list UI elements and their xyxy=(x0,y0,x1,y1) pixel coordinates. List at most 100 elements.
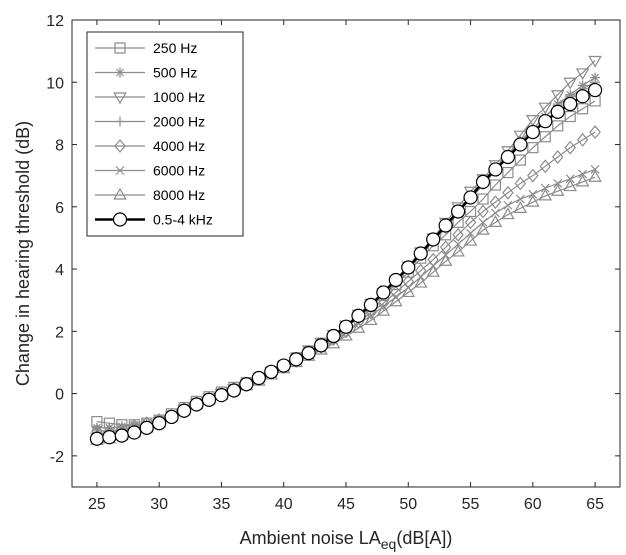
data-point xyxy=(466,228,475,238)
data-point xyxy=(540,183,550,193)
ticks-layer: 25 30 35 40 45 50 55 60 65 -2 0 2 4 6 8 10 12 xyxy=(46,13,620,513)
data-point xyxy=(526,115,540,127)
legend-label: 8000 Hz xyxy=(153,187,205,203)
data-point xyxy=(550,90,565,102)
data-point xyxy=(251,370,266,386)
series-layer xyxy=(89,55,603,446)
data-point xyxy=(264,364,279,379)
data-point xyxy=(488,215,503,227)
x-tick-label: 55 xyxy=(462,496,480,513)
x-axis-title-suffix: (dB[A]) xyxy=(396,528,452,548)
data-point xyxy=(575,68,590,81)
data-point xyxy=(553,179,563,188)
legend-marker xyxy=(115,67,125,78)
y-tick-label: 0 xyxy=(55,387,64,404)
data-point xyxy=(376,285,391,300)
data-point xyxy=(413,275,428,288)
data-point xyxy=(351,321,366,333)
y-tick-label: 12 xyxy=(46,13,64,30)
data-point xyxy=(575,89,590,104)
data-point xyxy=(539,131,551,143)
data-point xyxy=(477,193,489,205)
x-tick-label: 35 xyxy=(213,496,231,513)
y-tick-label: 4 xyxy=(55,262,64,279)
data-point xyxy=(438,254,453,266)
data-point xyxy=(538,114,553,129)
data-point xyxy=(289,352,304,367)
data-point xyxy=(514,176,527,191)
data-point xyxy=(576,132,589,147)
data-point xyxy=(577,103,589,115)
data-point xyxy=(563,179,577,192)
data-point xyxy=(326,336,341,349)
data-point xyxy=(550,104,565,119)
data-point xyxy=(515,194,525,204)
data-point xyxy=(426,264,440,277)
data-point xyxy=(525,124,540,140)
data-point xyxy=(590,165,600,174)
data-point xyxy=(363,297,379,312)
legend-marker xyxy=(115,116,125,127)
legend-marker xyxy=(115,166,125,175)
data-point xyxy=(451,244,465,257)
data-point xyxy=(527,168,539,183)
x-tick-label: 45 xyxy=(337,496,355,513)
data-point xyxy=(575,174,590,187)
data-point xyxy=(450,204,466,219)
data-point xyxy=(214,388,229,403)
data-point xyxy=(489,195,502,210)
data-point xyxy=(502,185,514,200)
data-point xyxy=(500,149,516,165)
data-point xyxy=(464,215,477,230)
data-point xyxy=(527,142,539,154)
legend-label: 250 Hz xyxy=(153,40,197,56)
data-point xyxy=(475,174,491,189)
data-point xyxy=(552,120,564,132)
data-point xyxy=(513,201,528,213)
y-tick-label: -2 xyxy=(50,449,64,466)
data-point xyxy=(502,166,514,179)
legend-marker xyxy=(114,139,126,153)
data-point xyxy=(565,174,575,184)
data-point xyxy=(501,207,515,220)
data-point xyxy=(488,162,503,177)
data-point xyxy=(564,110,576,123)
data-point xyxy=(426,232,441,247)
data-point xyxy=(164,409,179,425)
data-point xyxy=(587,82,603,98)
data-point xyxy=(563,77,577,90)
data-point xyxy=(503,200,513,210)
data-point xyxy=(453,239,463,249)
legend-label: 4000 Hz xyxy=(153,138,205,154)
data-point xyxy=(377,296,390,311)
data-point xyxy=(463,233,478,246)
data-point xyxy=(201,392,217,407)
x-axis-title: Ambient noise LAeq(dB[A]) xyxy=(240,528,453,552)
data-point xyxy=(513,137,528,152)
data-point xyxy=(588,55,602,68)
data-point xyxy=(563,96,578,112)
data-point xyxy=(439,240,452,255)
legend-label: 0.5-4 kHz xyxy=(153,212,213,228)
data-point xyxy=(152,416,167,431)
x-tick-label: 60 xyxy=(524,496,542,513)
data-point xyxy=(338,319,354,334)
data-point xyxy=(550,184,565,196)
data-point xyxy=(390,285,402,300)
data-point xyxy=(452,227,464,242)
data-point xyxy=(514,154,526,166)
data-point xyxy=(528,189,538,199)
data-point xyxy=(476,222,490,235)
data-point xyxy=(413,246,428,261)
data-point xyxy=(364,313,378,326)
x-axis-title-main: Ambient noise LA xyxy=(240,528,381,548)
data-point xyxy=(127,425,142,440)
data-point xyxy=(588,170,602,182)
data-point xyxy=(538,102,553,115)
legend-marker xyxy=(112,212,128,227)
x-tick-label: 65 xyxy=(586,496,604,513)
y-tick-label: 10 xyxy=(46,75,64,92)
data-point xyxy=(226,383,242,398)
data-point xyxy=(438,218,453,233)
